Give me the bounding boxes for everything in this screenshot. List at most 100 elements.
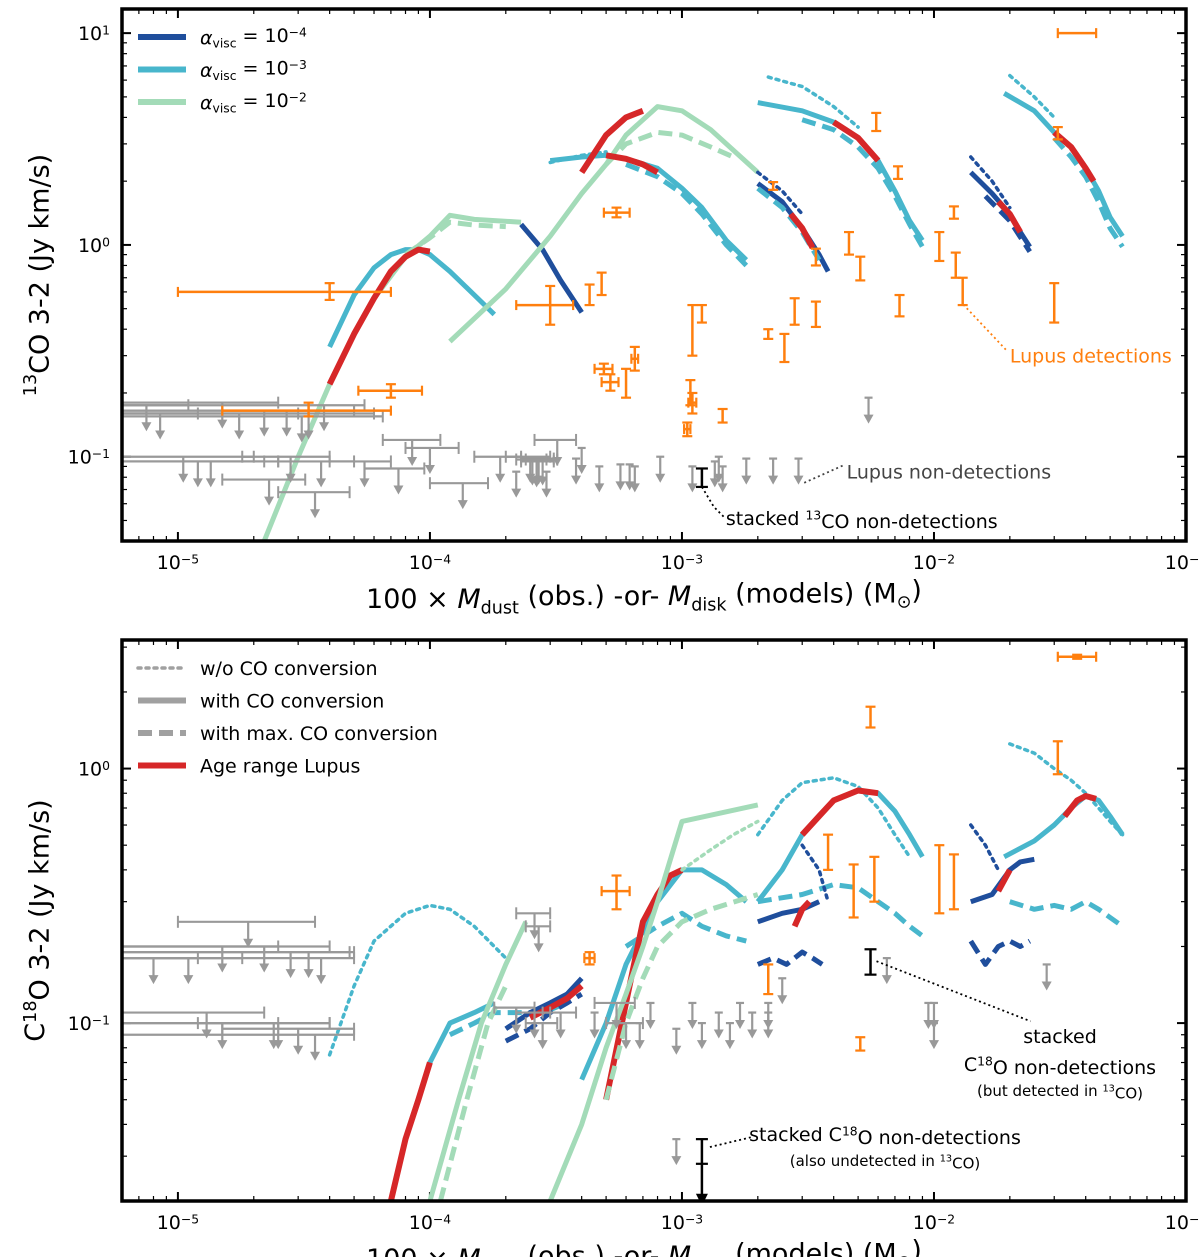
model-line xyxy=(404,219,506,257)
upper-limit xyxy=(655,455,666,483)
upper-limit xyxy=(122,952,244,985)
upper-limit xyxy=(122,399,190,432)
upper-limit-arrow xyxy=(316,478,327,488)
upper-limit xyxy=(328,455,392,488)
legend-label: αvisc = 10−3 xyxy=(200,58,307,84)
detection-point xyxy=(687,391,698,415)
upper-limit xyxy=(363,462,426,495)
detection-point xyxy=(621,367,632,399)
upper-limit xyxy=(671,1027,682,1055)
model-line xyxy=(680,819,760,872)
x-tick-label: 10−4 xyxy=(409,1212,452,1234)
detection-point xyxy=(810,247,821,267)
upper-limit xyxy=(122,940,331,973)
stacked-c18o-pointer xyxy=(876,960,1031,1023)
upper-limit-arrow xyxy=(148,975,159,985)
model-line xyxy=(969,823,1001,872)
detection-point xyxy=(810,300,821,329)
upper-limit xyxy=(122,940,280,973)
upper-limit xyxy=(122,946,356,979)
detection-point xyxy=(865,705,876,729)
upper-limit-arrow xyxy=(747,1029,758,1039)
upper-limit-arrow xyxy=(696,1040,707,1050)
upper-limit-arrow xyxy=(141,422,152,432)
plot-frame xyxy=(120,638,1188,1203)
upper-limit-arrow xyxy=(511,1024,522,1034)
upper-limit-arrow xyxy=(264,496,275,506)
y-tick-label: 10−1 xyxy=(68,447,110,469)
upper-limit-arrow xyxy=(407,456,418,466)
upper-limit-arrow xyxy=(537,1040,548,1050)
stacked-limit xyxy=(695,467,708,489)
upper-limit-arrow xyxy=(713,473,724,483)
upper-limit-arrow xyxy=(763,1029,774,1039)
upper-limit xyxy=(777,977,788,1005)
upper-limit-arrow xyxy=(629,483,640,493)
upper-limit-arrow xyxy=(655,473,666,483)
stacked-limit xyxy=(695,1138,708,1201)
upper-limit xyxy=(515,453,548,486)
upper-limit xyxy=(524,920,552,953)
upper-limit-arrow xyxy=(296,433,307,443)
upper-limit-arrow xyxy=(671,1045,682,1055)
stacked-c18o-label-1: stacked xyxy=(1023,1026,1097,1048)
upper-limit xyxy=(122,1017,280,1050)
x-tick-label: 10−3 xyxy=(661,552,703,574)
y-tick-label: 10−1 xyxy=(68,1013,110,1035)
plot-area: Lupus detections Lupus non-detections stac… xyxy=(122,28,1172,541)
upper-limit xyxy=(928,1001,939,1029)
upper-limit-arrow xyxy=(793,475,804,485)
upper-limit-arrow xyxy=(687,1019,698,1029)
detection-point xyxy=(584,283,595,307)
upper-limit-arrow xyxy=(687,483,698,493)
model-line xyxy=(327,903,508,1057)
stacked-limit xyxy=(864,948,877,976)
model-line xyxy=(995,868,1013,893)
upper-limit-arrow xyxy=(928,1019,939,1029)
detection-point xyxy=(687,303,698,357)
lupus-nondetections-label-pointer xyxy=(801,464,843,485)
upper-limit-arrow xyxy=(735,1019,746,1029)
upper-limit xyxy=(709,460,720,488)
x-tick-label: 10−2 xyxy=(913,552,955,574)
upper-limit xyxy=(615,463,626,491)
stacked-c18o-label-4: stacked C18O non-detections xyxy=(749,1124,1021,1149)
y-tick-label: 101 xyxy=(78,23,110,45)
upper-limit-arrow xyxy=(192,478,203,488)
detection-point xyxy=(717,407,728,424)
detection-point xyxy=(600,373,620,392)
upper-limit-arrow xyxy=(217,963,228,973)
detection-point xyxy=(1056,651,1098,662)
model-line xyxy=(766,75,860,129)
model-line xyxy=(756,949,824,967)
upper-limit-arrow xyxy=(741,475,752,485)
model-line xyxy=(579,108,644,175)
model-line xyxy=(427,920,529,1201)
upper-limit-arrow xyxy=(178,473,189,483)
x-tick-label: 10−1 xyxy=(1165,1212,1200,1234)
model-line xyxy=(969,155,1012,210)
upper-limit-arrow xyxy=(594,483,605,493)
detection-point xyxy=(934,844,945,915)
stacked-c18o-label-3: (but detected in 13CO) xyxy=(977,1082,1143,1102)
upper-limit-arrow xyxy=(303,969,314,979)
upper-limit-arrow xyxy=(571,475,582,485)
upper-limit-arrow xyxy=(615,481,626,491)
model-line xyxy=(504,976,584,1031)
upper-limit-arrow xyxy=(359,478,370,488)
stacked-c18o-label-5: (also undetected in 13CO) xyxy=(790,1152,981,1172)
upper-limit xyxy=(863,396,874,424)
model-line xyxy=(326,246,431,386)
upper-limit-arrow xyxy=(316,975,327,985)
model-line xyxy=(756,899,821,925)
upper-limit-arrow xyxy=(217,1040,228,1050)
upper-limit xyxy=(122,407,199,440)
upper-limit xyxy=(511,470,522,498)
upper-limit-arrow xyxy=(529,1029,540,1039)
upper-limit-arrow xyxy=(205,478,216,488)
upper-limit xyxy=(122,1028,356,1061)
detection-point xyxy=(515,284,575,326)
upper-limit xyxy=(671,1138,682,1166)
upper-limit xyxy=(645,1001,656,1029)
detection-point xyxy=(948,853,959,911)
